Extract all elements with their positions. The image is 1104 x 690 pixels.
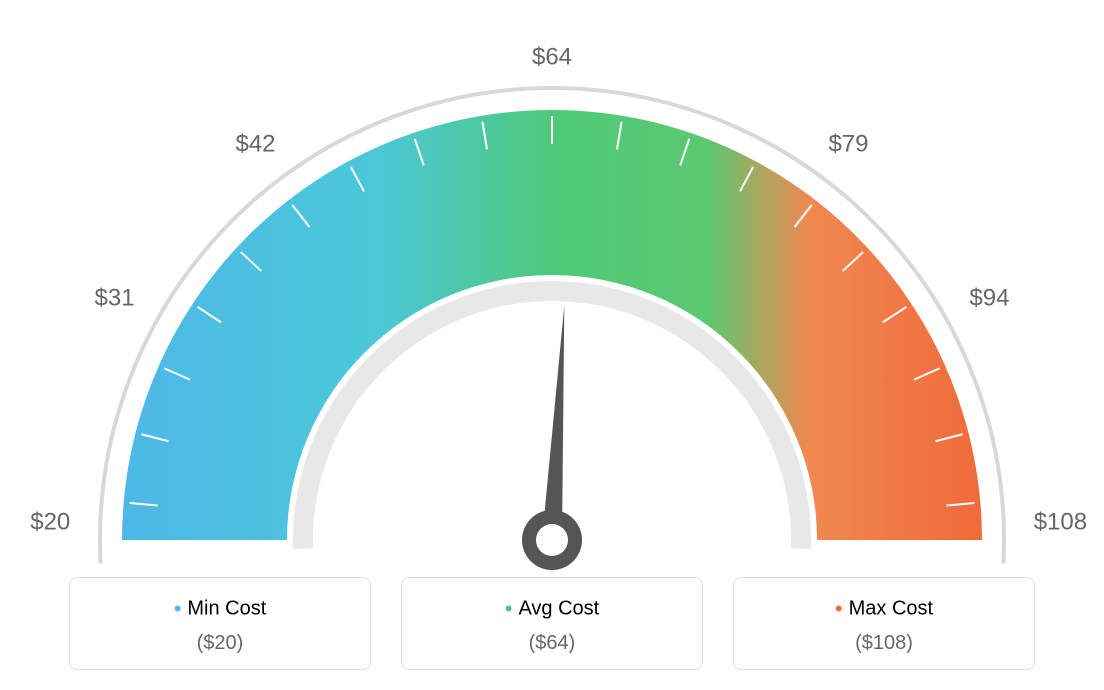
svg-text:$79: $79 xyxy=(828,131,868,158)
gauge-area: $20 $31 $42 $64 $79 $94 $108 xyxy=(0,0,1104,570)
legend-min-value: ($20) xyxy=(70,632,370,655)
legend-avg-box: •Avg Cost ($64) xyxy=(401,577,703,670)
cost-gauge-chart: $20$31$42$64$79$94$108 •Min Cost ($20) •… xyxy=(0,0,1104,690)
svg-text:$108: $108 xyxy=(1034,509,1087,536)
svg-text:$20: $20 xyxy=(30,509,70,536)
svg-text:$64: $64 xyxy=(532,43,572,70)
legend-max-value: ($108) xyxy=(734,632,1034,655)
legend-min-label: Min Cost xyxy=(187,597,266,619)
gauge-svg: $20 $31 $42 $64 $79 $94 $108 xyxy=(0,0,1104,570)
legend-min-box: •Min Cost ($20) xyxy=(69,577,371,670)
legend-max-label: Max Cost xyxy=(849,597,933,619)
legend-max-dot: • xyxy=(835,596,843,621)
svg-text:$42: $42 xyxy=(235,131,275,158)
legend-min-dot: • xyxy=(174,596,182,621)
legend-min-title: •Min Cost xyxy=(70,596,370,622)
svg-text:$31: $31 xyxy=(95,284,135,311)
legend-avg-value: ($64) xyxy=(402,632,702,655)
legend-avg-label: Avg Cost xyxy=(518,597,599,619)
legend-row: •Min Cost ($20) •Avg Cost ($64) •Max Cos… xyxy=(0,577,1104,670)
legend-avg-dot: • xyxy=(505,596,513,621)
legend-avg-title: •Avg Cost xyxy=(402,596,702,622)
legend-max-title: • Max Cost xyxy=(734,596,1034,622)
svg-text:$94: $94 xyxy=(969,284,1009,311)
legend-max-box: • Max Cost ($108) xyxy=(733,577,1035,670)
